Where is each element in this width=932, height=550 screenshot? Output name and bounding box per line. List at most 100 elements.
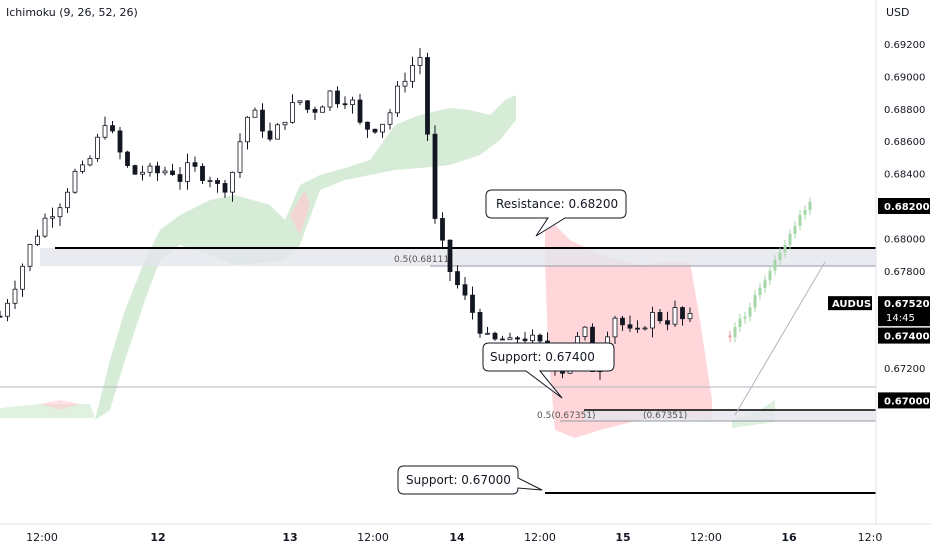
candle: [275, 123, 280, 140]
candle: [387, 109, 393, 130]
candle: [635, 320, 640, 334]
candle: [492, 331, 498, 341]
time-tick-0: 12:00: [26, 531, 58, 544]
time-tick-2: 13: [282, 531, 297, 544]
projection-candle: [743, 311, 747, 324]
candle: [290, 94, 295, 124]
time-tick-9: 12:0: [858, 531, 883, 544]
candle: [425, 52, 430, 142]
candle: [447, 239, 453, 282]
price-tick-0.67000: 0.67000: [878, 392, 930, 409]
candle: [267, 122, 273, 142]
candle: [455, 265, 460, 289]
candle: [410, 56, 415, 88]
fib-label-3: (0.67351): [643, 411, 687, 421]
price-tick-0.67200: 0.67200: [884, 364, 925, 375]
price-tick-0.68600: 0.68600: [884, 137, 925, 148]
indicator-label[interactable]: Ichimoku (9, 26, 52, 26): [6, 6, 138, 19]
candle: [507, 332, 513, 341]
projection-candle: [768, 265, 772, 286]
projection-candle: [778, 247, 782, 265]
support-callout-0674[interactable]: Support: 0.67400: [482, 342, 615, 399]
candle: [237, 133, 243, 179]
projection-candle: [773, 255, 777, 276]
candle: [57, 203, 63, 226]
projection-candle: [728, 330, 732, 343]
candle: [395, 80, 400, 117]
time-tick-8: 16: [781, 531, 797, 544]
candle: [327, 90, 333, 111]
support-callout-0674-text: Support: 0.67400: [490, 350, 595, 364]
resistance-zone: [40, 248, 876, 266]
candle: [530, 329, 535, 345]
candle: [372, 128, 378, 134]
candle: [687, 307, 693, 322]
cloud-bear-left: [40, 400, 80, 410]
candle: [5, 298, 10, 322]
candle: [282, 121, 288, 130]
projection-trendline: [734, 261, 826, 416]
candle: [672, 300, 678, 327]
candle: [102, 116, 108, 140]
candle: [162, 166, 168, 176]
time-tick-7: 12:00: [690, 531, 722, 544]
cloud-bear-early: [290, 190, 310, 235]
candle: [305, 100, 310, 113]
cloud-bull-upper: [95, 95, 516, 420]
candle: [252, 107, 258, 118]
projection-candle: [753, 290, 757, 313]
projection-candle: [808, 197, 812, 215]
price-tick-0.69200: 0.69200: [884, 40, 925, 51]
candle: [42, 213, 48, 238]
candle: [110, 121, 115, 134]
price-tick-label: 0.68400: [884, 170, 925, 181]
candle: [245, 116, 250, 150]
candle: [380, 123, 385, 138]
cloud-bull-left: [0, 404, 95, 418]
candle: [65, 188, 70, 214]
candle: [350, 96, 355, 114]
candle: [147, 162, 153, 177]
candle: [95, 133, 100, 162]
candle: [50, 207, 55, 228]
projection-candle: [798, 209, 802, 231]
level-badge-text: 0.67400: [884, 332, 930, 343]
resistance-callout[interactable]: Resistance: 0.68200: [485, 189, 627, 237]
candles-group: [0, 48, 693, 380]
current-price-text: 0.67520: [884, 299, 930, 310]
price-tick-label: 0.69000: [884, 72, 925, 83]
projection-candle: [748, 302, 752, 322]
support-callout-0670-text: Support: 0.67000: [406, 473, 511, 487]
price-tick-label: 0.68600: [884, 137, 925, 148]
symbol-label: AUDUSD: [832, 299, 879, 310]
time-axis[interactable]: 12:00 12 13 12:00 14 12:00 15 12:00 16 12:0: [26, 531, 882, 544]
countdown-text: 14:45: [886, 313, 915, 324]
time-tick-1: 12: [150, 531, 165, 544]
level-badge: [878, 198, 930, 214]
candle: [207, 176, 213, 188]
candle: [215, 177, 220, 193]
price-tick-0.68200: 0.68200: [878, 198, 930, 214]
price-tick-0.68400: 0.68400: [884, 170, 925, 181]
candle: [365, 121, 370, 138]
candle: [72, 168, 78, 194]
support-callout-0670[interactable]: Support: 0.67000: [397, 465, 543, 495]
candle: [297, 100, 303, 106]
candle: [260, 103, 265, 138]
currency-label: USD: [886, 6, 910, 19]
candle: [500, 335, 505, 341]
candle: [12, 280, 18, 310]
candle: [320, 105, 325, 113]
candle: [335, 86, 340, 108]
projection-candle: [738, 313, 742, 332]
projection-candle: [788, 228, 792, 250]
price-axis[interactable]: 0.69200 0.69000 0.68800 0.68600 0.68400 0.682…: [828, 40, 930, 409]
candle: [117, 127, 123, 160]
resistance-callout-text: Resistance: 0.68200: [496, 197, 618, 211]
candle: [402, 72, 408, 93]
candle: [357, 93, 363, 125]
candle: [132, 164, 138, 175]
candle: [312, 106, 318, 120]
candle: [87, 155, 93, 167]
